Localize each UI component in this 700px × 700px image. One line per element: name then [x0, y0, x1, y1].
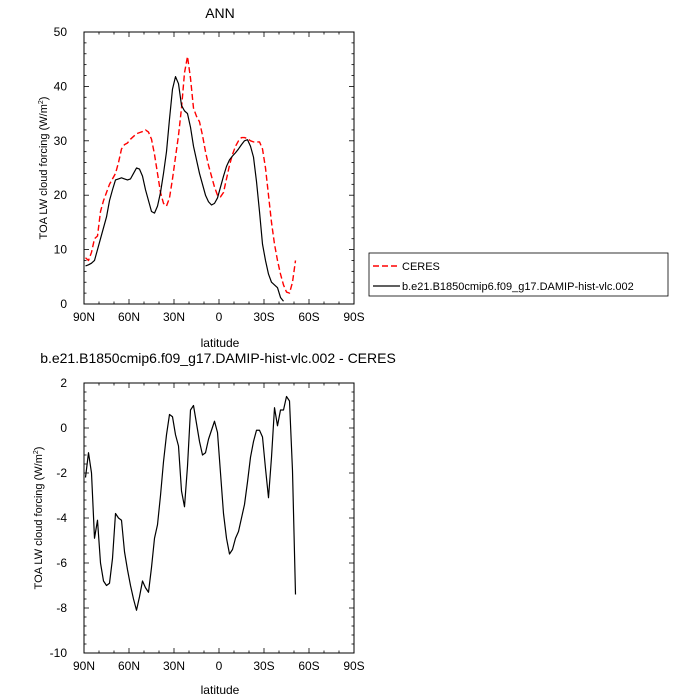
top-y-axis-label: TOA LW cloud forcing (W/m2)	[38, 97, 50, 240]
bottom-x-tick-label: 90S	[343, 659, 364, 673]
bottom-y-tick-label: -4	[56, 511, 67, 525]
top-y-tick-label: 40	[54, 79, 68, 93]
top-x-tick-label: 0	[216, 310, 223, 324]
top-x-tick-label: 90N	[73, 310, 95, 324]
bottom-plot-frame	[83, 382, 355, 654]
top-x-tick-label: 60N	[118, 310, 140, 324]
bottom-series-lines	[84, 395, 297, 611]
bottom-chart-title: b.e21.B1850cmip6.f09_g17.DAMIP-hist-vlc.…	[40, 350, 396, 366]
bottom-y-tick-label: -10	[50, 646, 68, 660]
bottom-axis-ticks: 90N 60N 30N 0 30S 60S 90S -10 -8 -6 -4 -2 0 2	[50, 376, 365, 673]
bottom-y-axis-label-sup: 2	[33, 450, 40, 454]
top-y-tick-label: 0	[60, 297, 67, 311]
bottom-x-tick-label: 30S	[253, 659, 274, 673]
top-x-tick-label: 60S	[298, 310, 319, 324]
legend: CERES b.e21.B1850cmip6.f09_g17.DAMIP-his…	[368, 252, 669, 297]
bottom-x-tick-label: 90N	[73, 659, 95, 673]
bottom-y-tick-label: -2	[56, 466, 67, 480]
bottom-y-tick-label: -8	[56, 601, 67, 615]
bottom-panel: b.e21.B1850cmip6.f09_g17.DAMIP-hist-vlc.…	[33, 350, 396, 697]
bottom-x-tick-label: 60S	[298, 659, 319, 673]
bottom-y-axis-label: TOA LW cloud forcing (W/m2)	[33, 447, 45, 590]
top-plot-frame	[83, 31, 355, 305]
bottom-y-tick-label: 2	[60, 376, 67, 390]
top-y-tick-label: 20	[54, 188, 68, 202]
top-y-tick-label: 10	[54, 243, 68, 257]
top-series-lines	[85, 55, 297, 302]
top-y-axis-label-main: TOA LW cloud forcing (W/m	[38, 104, 50, 239]
legend-label-ceres: CERES	[402, 261, 440, 273]
bottom-x-tick-label: 0	[216, 659, 223, 673]
bottom-y-tick-label: -6	[56, 556, 67, 570]
top-x-tick-label: 90S	[343, 310, 364, 324]
bottom-y-axis-label-close: )	[33, 447, 45, 451]
top-y-axis-label-sup: 2	[38, 100, 45, 104]
top-panel: ANN TOA LW cloud forcing (W/m2) latitude…	[38, 5, 365, 350]
top-y-axis-label-close: )	[38, 97, 50, 101]
legend-label-model: b.e21.B1850cmip6.f09_g17.DAMIP-hist-vlc.…	[402, 281, 634, 293]
top-x-tick-label: 30S	[253, 310, 274, 324]
legend-box	[368, 252, 669, 297]
bottom-y-axis-label-main: TOA LW cloud forcing (W/m	[33, 454, 45, 589]
top-y-tick-label: 50	[54, 25, 68, 39]
top-x-tick-label: 30N	[163, 310, 185, 324]
top-x-axis-label: latitude	[201, 336, 240, 350]
bottom-x-tick-label: 30N	[163, 659, 185, 673]
top-series-line-0	[85, 55, 297, 294]
bottom-y-tick-label: 0	[60, 421, 67, 435]
bottom-series-line-0	[84, 395, 297, 611]
top-axis-ticks: 90N 60N 30N 0 30S 60S 90S 0 10 20 30 40 50	[54, 25, 365, 324]
bottom-x-tick-label: 60N	[118, 659, 140, 673]
top-chart-title: ANN	[205, 5, 235, 21]
bottom-x-axis-label: latitude	[201, 683, 240, 697]
top-y-tick-label: 30	[54, 134, 68, 148]
top-series-line-1	[85, 76, 284, 302]
